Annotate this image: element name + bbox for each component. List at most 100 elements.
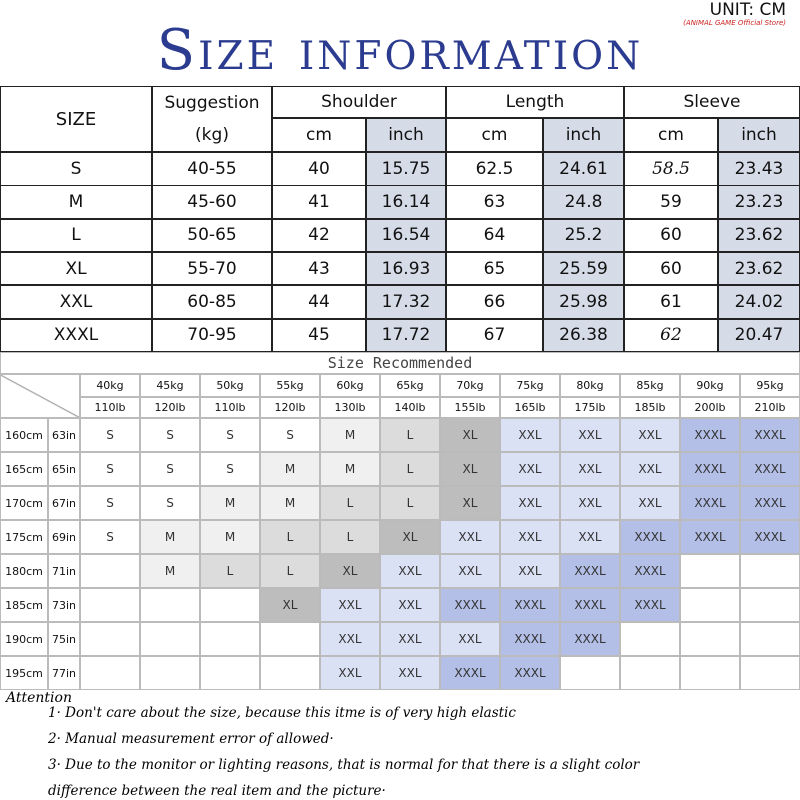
size-cell: 15.75 <box>366 152 446 186</box>
size-recommendation: XXL <box>440 622 500 656</box>
size-cell: 59 <box>624 185 718 219</box>
size-recommendation: S <box>200 452 260 486</box>
size-recommendation: S <box>80 452 140 486</box>
size-recommendation: XXXL <box>560 622 620 656</box>
group-header: Shoulder <box>272 86 446 118</box>
size-cell: 62.5 <box>446 152 543 186</box>
unit-header: inch <box>543 118 624 152</box>
size-recommendation <box>680 622 740 656</box>
unit-header: cm <box>272 118 366 152</box>
page-title: Size information <box>156 18 644 83</box>
size-cell: 70-95 <box>152 318 272 353</box>
size-recommendation: XXXL <box>680 520 740 554</box>
size-cell: 23.43 <box>718 152 800 186</box>
weight-kg: 65kg <box>380 374 440 397</box>
size-recommendation: L <box>380 418 440 452</box>
size-recommendation: XL <box>440 418 500 452</box>
size-cell: 58.5 <box>624 152 718 186</box>
size-recommendation: M <box>320 452 380 486</box>
size-recommendation <box>740 622 800 656</box>
height-in: 73in <box>48 588 80 622</box>
weight-lb: 185lb <box>620 397 680 418</box>
size-recommendation: XXL <box>320 622 380 656</box>
weight-lb: 155lb <box>440 397 500 418</box>
size-recommendation: XXL <box>380 656 440 690</box>
size-recommendation <box>200 622 260 656</box>
size-recommendation: XXL <box>620 486 680 520</box>
size-recommendation: XXXL <box>620 554 680 588</box>
height-cm: 180cm <box>0 554 48 588</box>
size-cell: 63 <box>446 185 543 219</box>
size-recommendation: S <box>80 520 140 554</box>
group-header: Sleeve <box>624 86 800 118</box>
height-in: 69in <box>48 520 80 554</box>
size-cell: XXXL <box>0 318 152 353</box>
size-recommendation: M <box>320 418 380 452</box>
size-recommendation: S <box>140 486 200 520</box>
size-cell: 16.14 <box>366 185 446 219</box>
height-cm: 185cm <box>0 588 48 622</box>
size-recommendation: XXL <box>380 622 440 656</box>
height-in: 67in <box>48 486 80 520</box>
size-recommendation <box>680 656 740 690</box>
size-cell: L <box>0 218 152 253</box>
size-recommendation: XXL <box>560 486 620 520</box>
size-recommendation: XXL <box>620 452 680 486</box>
unit-header: cm <box>624 118 718 152</box>
kg-header: (kg) <box>195 125 229 145</box>
size-recommendation <box>200 656 260 690</box>
size-cell: 64 <box>446 218 543 253</box>
size-recommendation: XXXL <box>560 554 620 588</box>
weight-kg: 85kg <box>620 374 680 397</box>
height-in: 75in <box>48 622 80 656</box>
weight-lb: 110lb <box>80 397 140 418</box>
size-recommendation: XXL <box>320 656 380 690</box>
size-recommendation <box>620 656 680 690</box>
size-recommendation: XXL <box>620 418 680 452</box>
size-recommendation: S <box>140 452 200 486</box>
group-header: Length <box>446 86 624 118</box>
size-cell: 61 <box>624 285 718 319</box>
height-in: 63in <box>48 418 80 452</box>
size-cell: 65 <box>446 251 543 286</box>
size-cell: 42 <box>272 218 366 253</box>
size-cell: 24.02 <box>718 285 800 319</box>
size-recommendation: M <box>140 520 200 554</box>
height-cm: 195cm <box>0 656 48 690</box>
size-recommendation: L <box>260 520 320 554</box>
size-cell: 23.62 <box>718 218 800 253</box>
size-recommendation: L <box>380 452 440 486</box>
size-recommendation: XXXL <box>680 418 740 452</box>
size-recommendation <box>80 554 140 588</box>
size-recommendation: S <box>80 418 140 452</box>
size-recommendation <box>260 656 320 690</box>
size-recommendation <box>740 554 800 588</box>
size-cell: 25.2 <box>543 218 624 253</box>
corner-cell <box>0 374 80 418</box>
size-recommendation <box>620 622 680 656</box>
height-cm: 165cm <box>0 452 48 486</box>
weight-kg: 60kg <box>320 374 380 397</box>
size-recommendation <box>740 656 800 690</box>
size-recommendation <box>680 554 740 588</box>
size-cell: 23.23 <box>718 185 800 219</box>
size-recommendation <box>200 588 260 622</box>
size-recommendation: XXL <box>560 520 620 554</box>
size-recommendation: XXL <box>440 554 500 588</box>
weight-kg: 55kg <box>260 374 320 397</box>
size-recommendation: XXL <box>500 486 560 520</box>
weight-kg: 95kg <box>740 374 800 397</box>
size-recommendation: XXL <box>320 588 380 622</box>
attention-note: 1· Don't care about the size, because th… <box>48 705 516 721</box>
suggestion-header: Suggestion <box>164 93 260 113</box>
size-recommendation: L <box>320 520 380 554</box>
size-recommendation: S <box>260 418 320 452</box>
size-recommendation <box>140 656 200 690</box>
size-recommendation: XL <box>380 520 440 554</box>
size-cell: 26.38 <box>543 318 624 353</box>
size-recommendation: M <box>260 486 320 520</box>
size-cell: 24.8 <box>543 185 624 219</box>
size-cell: 67 <box>446 318 543 353</box>
size-recommendation: XL <box>260 588 320 622</box>
